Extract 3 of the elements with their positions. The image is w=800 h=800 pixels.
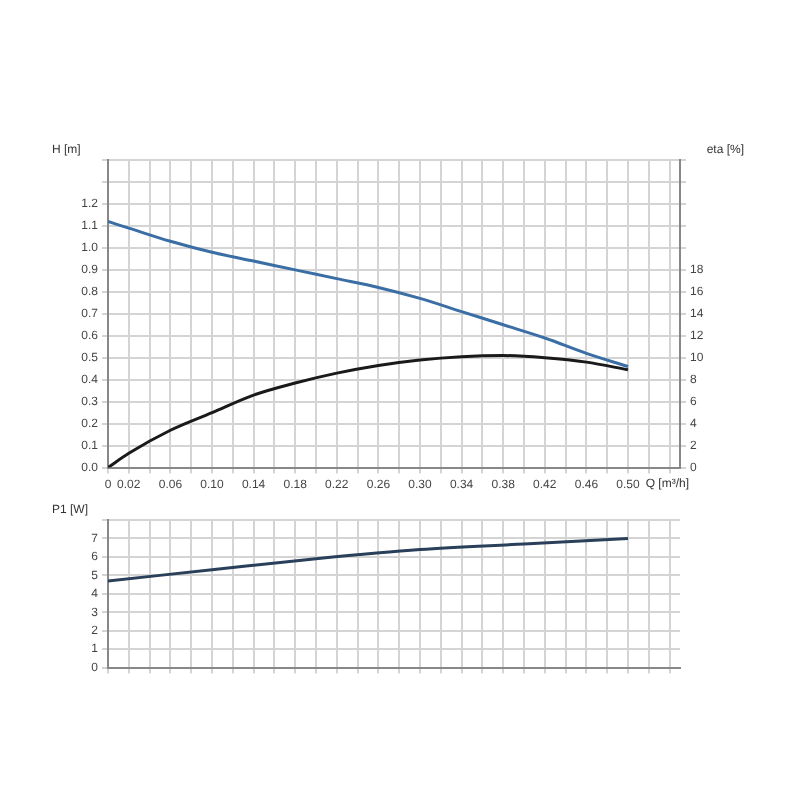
line-series [108,536,630,583]
line-series [108,220,630,369]
line-series [108,354,630,468]
